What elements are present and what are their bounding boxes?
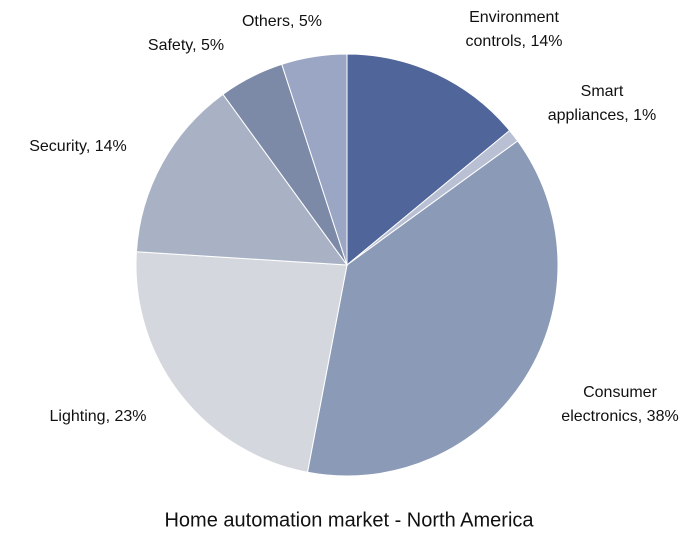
slice-label: Smart <box>581 83 624 100</box>
pie-slice <box>306 140 559 477</box>
slice-label: appliances, 1% <box>548 107 657 124</box>
slice-label: electronics, 38% <box>561 408 678 425</box>
slice-label: Safety, 5% <box>148 37 224 54</box>
pie-slice <box>346 53 511 267</box>
pie-slice <box>281 53 348 266</box>
chart-title: Home automation market - North America <box>164 509 534 531</box>
slice-label: controls, 14% <box>466 33 563 50</box>
slice-label: Environment <box>469 9 559 26</box>
slice-label: Lighting, 23% <box>50 408 147 425</box>
slice-label: Consumer <box>583 384 657 401</box>
pie-slice <box>135 93 349 266</box>
pie-slice <box>135 251 348 473</box>
slice-label: Security, 14% <box>29 138 127 155</box>
slice-label: Others, 5% <box>242 13 322 30</box>
